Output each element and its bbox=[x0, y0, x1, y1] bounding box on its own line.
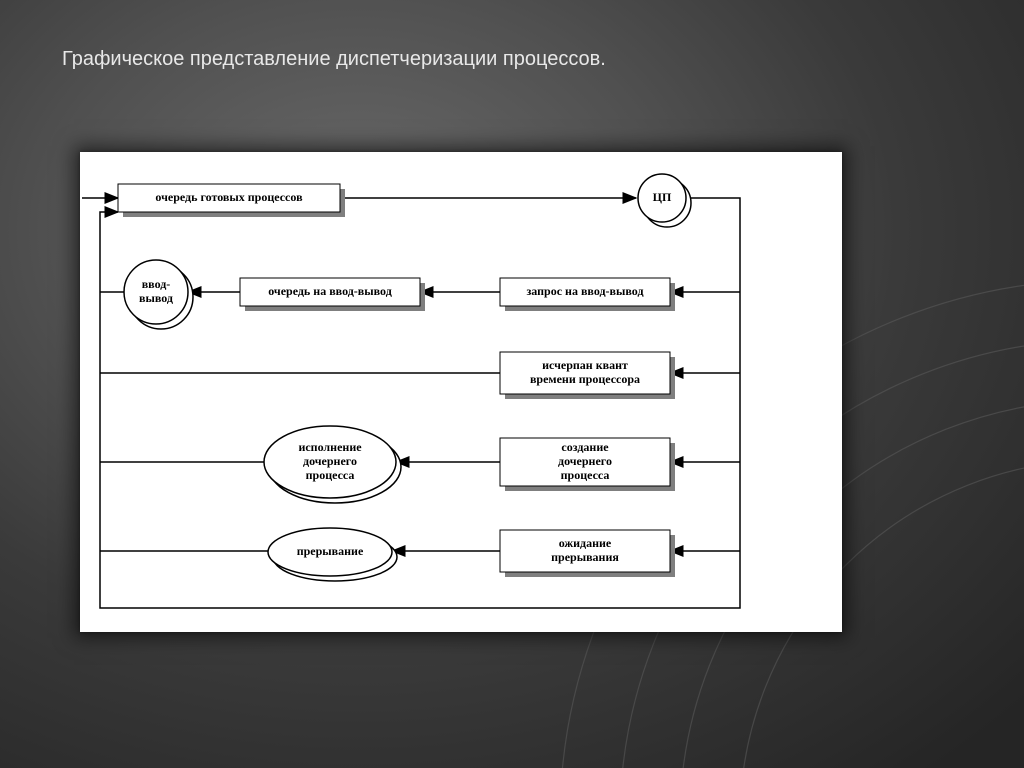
node-io_queue: очередь на ввод-вывод bbox=[240, 278, 425, 311]
node-label: вывод bbox=[139, 291, 173, 305]
process-dispatch-flowchart: очередь готовых процессов ЦП ввод-вывод оче… bbox=[0, 0, 1024, 768]
node-label: исполнение bbox=[298, 440, 362, 454]
node-child_create: созданиедочернегопроцесса bbox=[500, 438, 675, 491]
node-label: очередь на ввод-вывод bbox=[268, 284, 392, 298]
node-label: ЦП bbox=[653, 190, 672, 204]
node-label: прерывание bbox=[297, 544, 364, 558]
node-interrupt_e: прерывание bbox=[268, 528, 397, 581]
node-label: создание bbox=[561, 440, 609, 454]
node-label: прерывания bbox=[551, 550, 619, 564]
node-label: исчерпан квант bbox=[542, 358, 628, 372]
node-label: запрос на ввод-вывод bbox=[526, 284, 643, 298]
node-label: времени процессора bbox=[530, 372, 640, 386]
node-io_device: ввод-вывод bbox=[124, 260, 193, 329]
node-queue_ready: очередь готовых процессов bbox=[118, 184, 345, 217]
node-label: процесса bbox=[561, 468, 610, 482]
node-child_exec: исполнениедочернегопроцесса bbox=[264, 426, 401, 503]
node-label: процесса bbox=[306, 468, 355, 482]
node-label: дочернего bbox=[303, 454, 357, 468]
node-label: дочернего bbox=[558, 454, 612, 468]
node-interrupt_w: ожиданиепрерывания bbox=[500, 530, 675, 577]
node-label: очередь готовых процессов bbox=[155, 190, 303, 204]
node-io_request: запрос на ввод-вывод bbox=[500, 278, 675, 311]
node-label: ввод- bbox=[142, 277, 171, 291]
slide: Графическое представление диспетчеризаци… bbox=[0, 0, 1024, 768]
node-quantum: исчерпан квантвремени процессора bbox=[500, 352, 675, 399]
node-label: ожидание bbox=[559, 536, 612, 550]
node-cpu: ЦП bbox=[638, 174, 691, 227]
